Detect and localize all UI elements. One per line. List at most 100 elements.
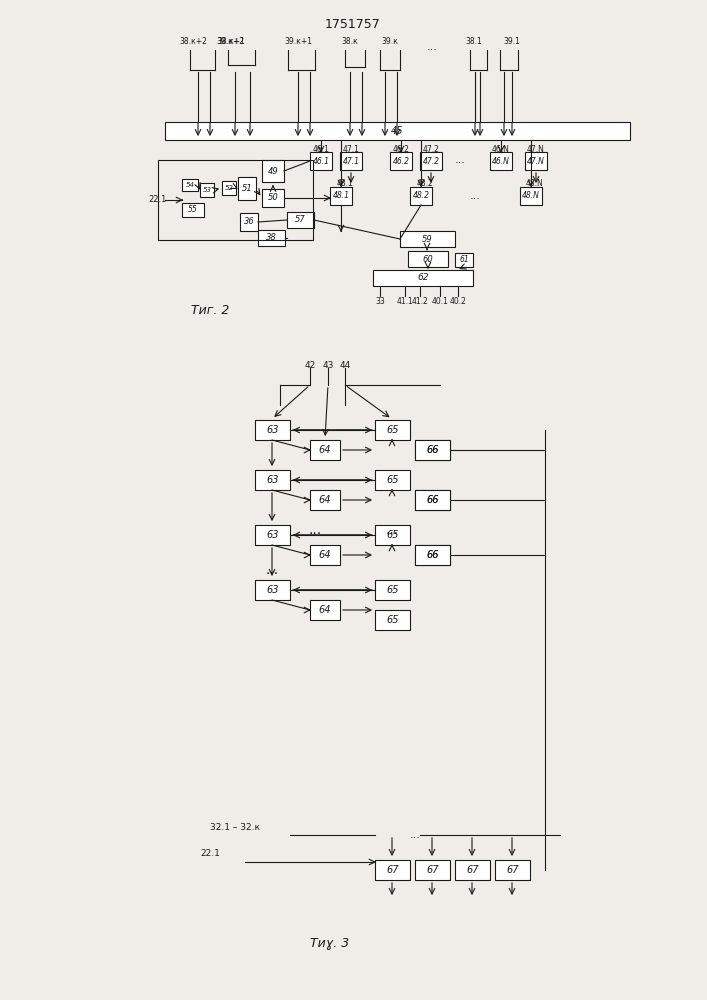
FancyBboxPatch shape (373, 270, 473, 286)
Text: 48.2: 48.2 (412, 192, 429, 200)
Text: 32.1 – 32.к: 32.1 – 32.к (210, 822, 260, 832)
Text: 67: 67 (386, 865, 399, 875)
FancyBboxPatch shape (255, 580, 290, 600)
Text: ...: ... (308, 523, 322, 537)
FancyBboxPatch shape (525, 152, 547, 170)
Text: 38.к: 38.к (341, 37, 358, 46)
Text: 67: 67 (426, 865, 439, 875)
Text: 46.2: 46.2 (392, 144, 409, 153)
FancyBboxPatch shape (310, 600, 340, 620)
Text: 33: 33 (375, 296, 385, 306)
Text: 40.2: 40.2 (450, 296, 467, 306)
Text: 55: 55 (188, 206, 198, 215)
Text: 47.1: 47.1 (343, 144, 359, 153)
FancyBboxPatch shape (415, 545, 450, 565)
Text: 64: 64 (319, 445, 332, 455)
FancyBboxPatch shape (375, 580, 410, 600)
FancyBboxPatch shape (390, 152, 412, 170)
Text: 38.к+2: 38.к+2 (179, 37, 207, 46)
Text: 65: 65 (386, 425, 399, 435)
FancyBboxPatch shape (310, 545, 340, 565)
Text: 52: 52 (225, 185, 233, 191)
FancyBboxPatch shape (455, 860, 490, 880)
Text: Τиɣ. 3: Τиɣ. 3 (310, 936, 350, 950)
Text: 61: 61 (459, 255, 469, 264)
Text: 48.1: 48.1 (332, 192, 349, 200)
FancyBboxPatch shape (375, 525, 410, 545)
Text: 39.к+2: 39.к+2 (216, 37, 244, 46)
Text: 38.к+1: 38.к+1 (217, 37, 245, 46)
Text: 64: 64 (319, 605, 332, 615)
Text: 48.N: 48.N (522, 192, 540, 200)
Text: 39.к: 39.к (382, 37, 399, 46)
Text: 38.1: 38.1 (466, 37, 482, 46)
Text: 39.1: 39.1 (503, 37, 520, 46)
Text: 66: 66 (426, 550, 439, 560)
Text: ...: ... (426, 42, 438, 52)
Text: 38: 38 (266, 233, 277, 242)
Text: 66: 66 (426, 550, 439, 560)
Text: 44: 44 (339, 360, 351, 369)
Text: Τиг. 2: Τиг. 2 (191, 304, 229, 316)
Text: 63: 63 (267, 585, 279, 595)
Text: 64: 64 (319, 495, 332, 505)
Text: 64: 64 (319, 550, 332, 560)
FancyBboxPatch shape (410, 187, 432, 205)
FancyBboxPatch shape (238, 177, 256, 200)
FancyBboxPatch shape (340, 152, 362, 170)
Text: 48.1: 48.1 (337, 180, 354, 188)
FancyBboxPatch shape (375, 470, 410, 490)
FancyBboxPatch shape (375, 420, 410, 440)
Text: 63: 63 (267, 530, 279, 540)
Text: 49: 49 (268, 166, 279, 176)
Text: 1751757: 1751757 (325, 18, 381, 31)
Text: 62: 62 (417, 273, 428, 282)
FancyBboxPatch shape (255, 420, 290, 440)
Text: 65: 65 (386, 585, 399, 595)
Text: 40.1: 40.1 (431, 296, 448, 306)
Text: 46.N: 46.N (492, 156, 510, 165)
Text: ...: ... (469, 191, 481, 201)
Text: 46.1: 46.1 (312, 156, 329, 165)
Text: 43: 43 (322, 360, 334, 369)
Text: 66: 66 (426, 445, 439, 455)
Text: ...: ... (385, 523, 399, 537)
FancyBboxPatch shape (258, 230, 285, 246)
Text: 66: 66 (426, 495, 439, 505)
FancyBboxPatch shape (165, 122, 630, 140)
Text: 66: 66 (426, 445, 439, 455)
Text: 54: 54 (185, 182, 194, 188)
FancyBboxPatch shape (375, 860, 410, 880)
Text: 65: 65 (386, 475, 399, 485)
FancyBboxPatch shape (420, 152, 442, 170)
FancyBboxPatch shape (415, 860, 450, 880)
Text: 48.2: 48.2 (416, 180, 433, 188)
FancyBboxPatch shape (415, 440, 450, 460)
FancyBboxPatch shape (255, 470, 290, 490)
Text: 53: 53 (202, 187, 211, 193)
Text: 63: 63 (267, 425, 279, 435)
Text: 50: 50 (268, 194, 279, 202)
Text: 67: 67 (506, 865, 519, 875)
Text: 67: 67 (466, 865, 479, 875)
FancyBboxPatch shape (222, 181, 236, 195)
Text: 65: 65 (386, 530, 399, 540)
FancyBboxPatch shape (375, 610, 410, 630)
FancyBboxPatch shape (455, 253, 473, 267)
Text: ...: ... (409, 830, 421, 840)
Text: 47.2: 47.2 (423, 144, 440, 153)
FancyBboxPatch shape (408, 251, 448, 267)
FancyBboxPatch shape (255, 525, 290, 545)
FancyBboxPatch shape (415, 490, 450, 510)
Text: 51: 51 (242, 184, 252, 193)
Text: 57: 57 (295, 216, 306, 225)
Text: 22.1: 22.1 (148, 196, 166, 205)
FancyBboxPatch shape (310, 152, 332, 170)
FancyBboxPatch shape (182, 179, 198, 191)
FancyBboxPatch shape (415, 490, 450, 510)
Text: 42: 42 (305, 360, 315, 369)
Text: ...: ... (265, 563, 279, 577)
Text: 46.1: 46.1 (312, 144, 329, 153)
Text: 46.N: 46.N (492, 144, 510, 153)
Text: 41.1: 41.1 (397, 296, 414, 306)
